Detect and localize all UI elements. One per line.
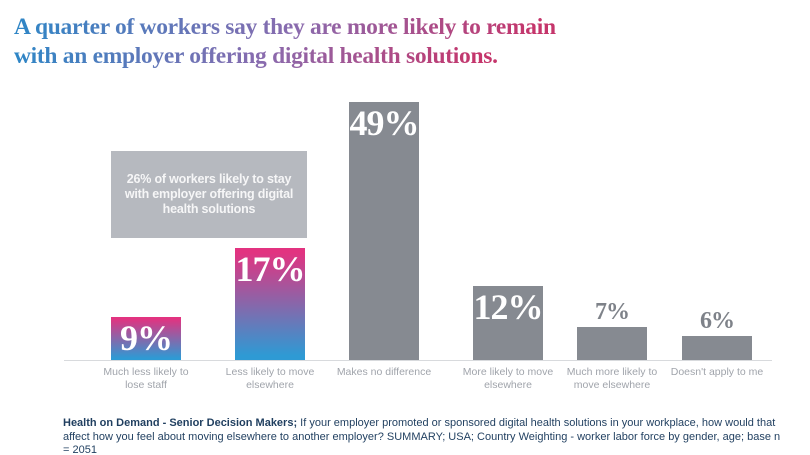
bar-value-label: 12% xyxy=(473,287,544,327)
footnote-question: If your employer promoted or sponsored d… xyxy=(63,417,781,455)
bar-value-label: 6% xyxy=(700,308,735,334)
page-title: A quarter of workers say they are more l… xyxy=(14,13,556,71)
x-axis-label-line: Less likely to move xyxy=(225,366,315,378)
bar: 7% xyxy=(577,300,647,360)
x-axis-label-line: Much more likely to xyxy=(566,366,658,378)
bar-value-label: 17% xyxy=(235,249,306,289)
x-axis-label: Much less likely to lose staff xyxy=(86,366,206,391)
footnote: Health on Demand - Senior Decision Maker… xyxy=(63,417,787,455)
bar-value-label: 7% xyxy=(595,299,630,325)
annotation-box: 26% of workers likely to stay with emplo… xyxy=(111,151,307,238)
x-axis-label-line: elsewhere xyxy=(246,378,294,391)
footnote-source: Health on Demand - Senior Decision Maker… xyxy=(63,417,298,429)
x-axis-label-line: lose staff xyxy=(125,378,167,391)
page-title-line-1: A quarter of workers say they are more l… xyxy=(14,14,556,40)
annotation-text-line: with employer offering digital xyxy=(124,187,294,201)
x-axis-label: Much more likely to move elsewhere xyxy=(552,366,672,391)
bar: 17% xyxy=(235,248,306,360)
annotation-text-line: health solutions xyxy=(162,202,256,216)
x-axis-label: Less likely to move elsewhere xyxy=(210,366,330,391)
x-axis-label-line: move elsewhere xyxy=(573,378,651,391)
bar: 6% xyxy=(682,309,752,360)
x-axis-line xyxy=(64,360,772,361)
x-axis-label: Makes no difference xyxy=(324,366,444,379)
x-axis-label-line: Much less likely to xyxy=(103,366,189,378)
x-axis-label-line: elsewhere xyxy=(484,378,532,391)
x-axis-label-line: More likely to move xyxy=(462,366,554,378)
bar-value-label: 49% xyxy=(349,103,420,143)
bar-value-label: 9% xyxy=(120,318,173,358)
bar: 12% xyxy=(473,286,544,360)
x-axis-label-line: Doesn't apply to me xyxy=(670,366,764,378)
bar: 49% xyxy=(349,102,420,360)
page-title-line-2: with an employer offering digital health… xyxy=(14,43,498,69)
x-axis-label-line: Makes no difference xyxy=(336,366,432,378)
x-axis-label: More likely to move elsewhere xyxy=(448,366,568,391)
annotation-text-line: 26% of workers likely to stay xyxy=(126,172,292,186)
bar: 9% xyxy=(111,317,181,360)
x-axis-label: Doesn't apply to me xyxy=(657,366,777,379)
